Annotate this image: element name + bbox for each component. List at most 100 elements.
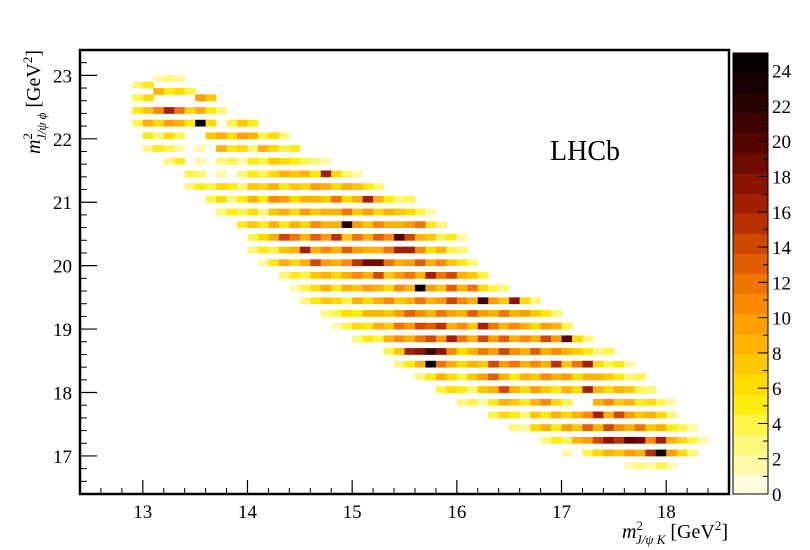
heatmap-cell bbox=[509, 360, 521, 368]
heatmap-cell bbox=[268, 170, 280, 178]
heatmap-cell bbox=[592, 360, 604, 368]
heatmap-cell bbox=[467, 272, 479, 279]
heatmap-cell bbox=[456, 259, 468, 267]
heatmap-cell bbox=[331, 284, 343, 292]
heatmap-cell bbox=[331, 183, 343, 190]
heatmap-cell bbox=[331, 195, 343, 203]
heatmap-cell bbox=[195, 157, 207, 165]
heatmap-cell bbox=[519, 322, 531, 330]
heatmap-cell bbox=[205, 183, 217, 190]
heatmap-cell bbox=[341, 183, 353, 190]
heatmap-cell bbox=[488, 348, 500, 355]
heatmap-cell bbox=[362, 195, 374, 203]
heatmap-cell bbox=[341, 246, 353, 254]
heatmap-cell bbox=[498, 360, 510, 368]
heatmap-cell bbox=[582, 335, 594, 343]
heatmap-cell bbox=[289, 208, 301, 216]
heatmap-cell bbox=[519, 411, 531, 419]
heatmap-cell bbox=[268, 183, 280, 190]
heatmap-cell bbox=[509, 348, 521, 355]
experiment-label: LHCb bbox=[550, 136, 620, 167]
heatmap-cell bbox=[414, 335, 426, 343]
x-axis-label: m2 J/ψ K [GeV2] bbox=[622, 518, 728, 547]
heatmap-cell bbox=[331, 272, 343, 279]
heatmap-cell bbox=[237, 221, 248, 228]
heatmap-cell bbox=[174, 132, 186, 140]
heatmap-cell bbox=[414, 322, 426, 330]
heatmap-cell bbox=[247, 246, 259, 254]
heatmap-cell bbox=[530, 297, 541, 305]
heatmap-cell bbox=[498, 297, 510, 305]
heatmap-cell bbox=[603, 348, 615, 355]
heatmap-cell bbox=[530, 386, 541, 393]
heatmap-cell bbox=[666, 449, 678, 457]
heatmap-cell bbox=[310, 183, 322, 190]
heatmap-cell bbox=[530, 360, 541, 368]
heatmap-cell bbox=[592, 449, 604, 457]
heatmap-cell bbox=[519, 335, 531, 343]
z-tick-label: 6 bbox=[772, 379, 782, 400]
heatmap-cell bbox=[383, 297, 395, 305]
heatmap-cell bbox=[352, 310, 364, 317]
color-scale-swatch bbox=[733, 133, 768, 154]
heatmap-cell bbox=[352, 259, 364, 267]
heatmap-cell bbox=[362, 322, 374, 330]
heatmap-cell bbox=[373, 322, 384, 330]
heatmap-cell bbox=[519, 297, 531, 305]
y-tick-label: 21 bbox=[53, 193, 72, 214]
heatmap-cell bbox=[320, 157, 332, 165]
heatmap-cell bbox=[320, 195, 332, 203]
heatmap-cell bbox=[592, 348, 604, 355]
heatmap-cell bbox=[666, 462, 678, 470]
heatmap-cell bbox=[310, 259, 322, 267]
heatmap-cell bbox=[184, 183, 196, 190]
heatmap-cell bbox=[540, 436, 552, 444]
heatmap-cell bbox=[153, 88, 165, 95]
heatmap-cell bbox=[425, 208, 437, 216]
heatmap-cell bbox=[582, 348, 594, 355]
heatmap-cell bbox=[278, 246, 290, 254]
heatmap-cell bbox=[425, 360, 437, 368]
heatmap-cell bbox=[352, 246, 364, 254]
heatmap-cell bbox=[571, 424, 583, 431]
heatmap-cell bbox=[655, 398, 667, 406]
color-scale-swatch bbox=[733, 353, 768, 375]
heatmap-cell bbox=[278, 170, 290, 178]
heatmap-cell bbox=[153, 145, 165, 152]
y-tick-label: 17 bbox=[53, 447, 72, 468]
heatmap-cell bbox=[456, 373, 468, 381]
heatmap-cell bbox=[331, 208, 343, 216]
heatmap-cell bbox=[268, 132, 280, 140]
heatmap-cell bbox=[687, 436, 698, 444]
heatmap-cell bbox=[341, 170, 353, 178]
heatmap-cell bbox=[247, 208, 259, 216]
heatmap-cell bbox=[184, 170, 196, 178]
heatmap-cell bbox=[394, 284, 405, 292]
y-tick-label: 18 bbox=[53, 384, 72, 405]
heatmap-cell bbox=[540, 335, 552, 343]
heatmap-cell bbox=[341, 233, 353, 241]
heatmap-cell bbox=[268, 195, 280, 203]
heatmap-cell bbox=[352, 233, 364, 241]
heatmap-cell bbox=[226, 145, 238, 152]
heatmap-cell bbox=[603, 424, 615, 431]
heatmap-cell bbox=[645, 436, 657, 444]
heatmap-cell bbox=[132, 107, 144, 114]
heatmap-cell bbox=[425, 233, 437, 241]
heatmap-cell bbox=[477, 398, 489, 406]
heatmap-cell bbox=[320, 183, 332, 190]
heatmap-cell bbox=[362, 259, 374, 267]
heatmap-cell bbox=[278, 259, 290, 267]
heatmap-cell bbox=[435, 272, 447, 279]
heatmap-cell bbox=[613, 398, 625, 406]
heatmap-cell bbox=[163, 75, 175, 83]
heatmap-cell bbox=[561, 322, 573, 330]
heatmap-cell bbox=[289, 157, 301, 165]
heatmap-cell bbox=[456, 398, 468, 406]
heatmap-cell bbox=[456, 360, 468, 368]
heatmap-cell bbox=[184, 107, 196, 114]
heatmap-cell bbox=[320, 259, 332, 267]
heatmap-cell bbox=[425, 335, 437, 343]
heatmap-cell bbox=[362, 221, 374, 228]
